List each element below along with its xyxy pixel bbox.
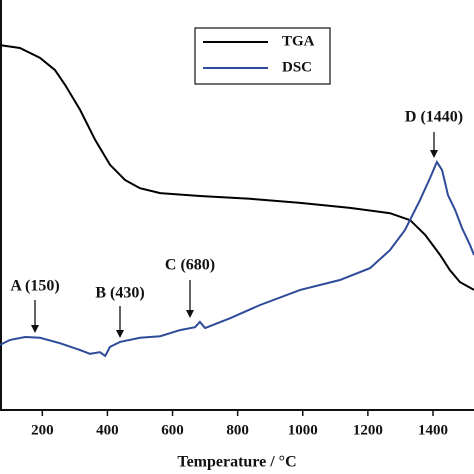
x-tick-label: 1000 (288, 422, 318, 438)
annotation: A (150) (10, 278, 59, 295)
series-line (0, 44, 474, 291)
series-line (0, 159, 474, 358)
x-tick-label: 200 (31, 422, 54, 438)
x-tick-label: 800 (226, 422, 249, 438)
arrow-head (116, 330, 124, 338)
legend-box (194, 27, 331, 85)
x-tick-label: 1200 (353, 422, 383, 438)
annotation: C (680) (165, 257, 215, 274)
legend-label: TGA (282, 33, 315, 49)
annotation: B (430) (95, 285, 144, 302)
arrow-head (186, 310, 194, 318)
legend-label: DSC (282, 59, 312, 75)
arrow-head (31, 325, 39, 333)
arrow-head (430, 150, 438, 158)
x-axis-label: Temperature / °C (177, 454, 296, 471)
x-tick-label: 1400 (418, 422, 448, 438)
x-tick-label: 600 (161, 422, 184, 438)
annotation: D (1440) (405, 109, 463, 126)
x-tick-label: 400 (96, 422, 119, 438)
